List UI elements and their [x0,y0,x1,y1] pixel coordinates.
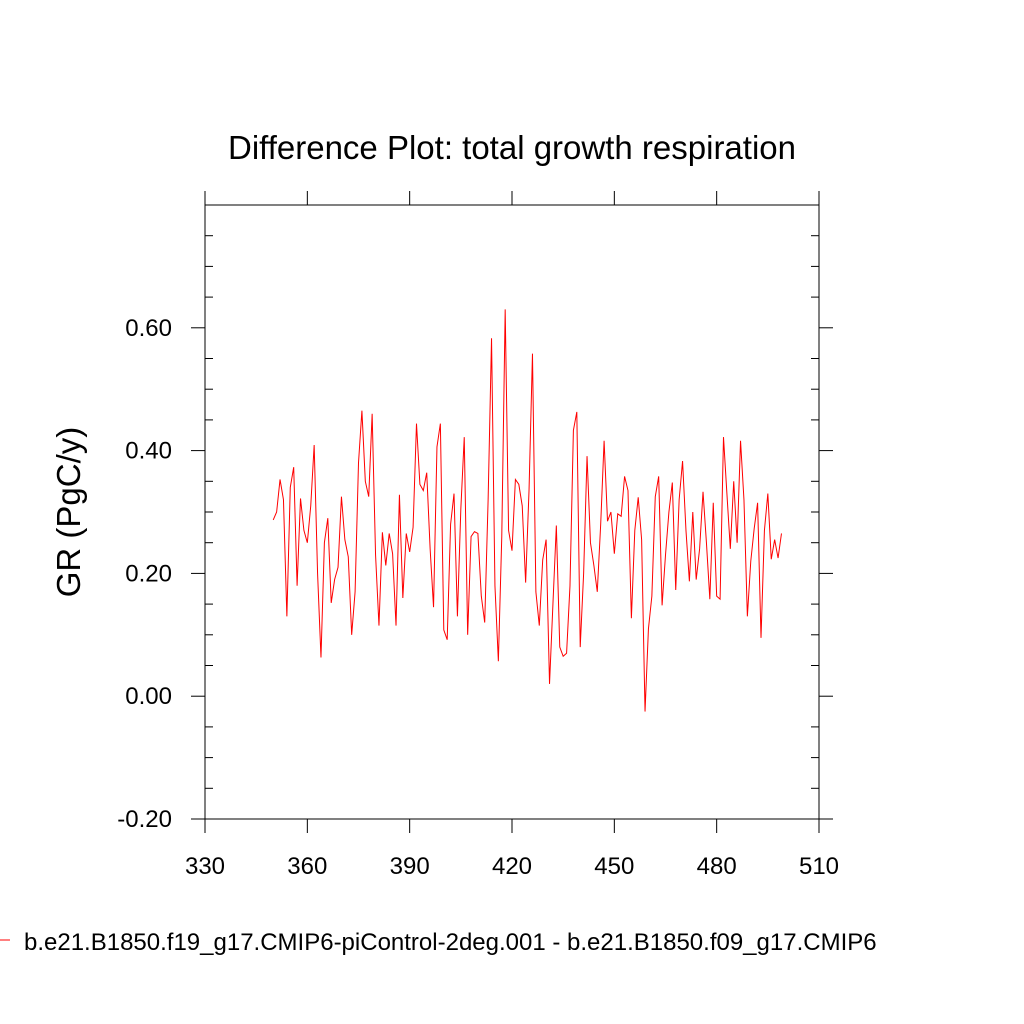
y-tick-label: 0.20 [125,560,172,587]
plot-frame [204,204,820,820]
y-axis-label: GR (PgC/y) [50,427,87,598]
x-tick-label: 510 [799,853,839,880]
x-tick-label: 450 [594,853,634,880]
y-tick-labels: -0.20 0.00 0.20 0.40 0.60 [117,315,172,833]
y-tick-label: -0.20 [117,806,172,833]
x-tick-label: 420 [492,853,532,880]
chart-title: Difference Plot: total growth respiratio… [228,129,796,166]
x-tick-label: 330 [185,853,225,880]
x-tick-label: 360 [287,853,327,880]
x-tick-label: 480 [697,853,737,880]
legend-label: b.e21.B1850.f19_g17.CMIP6-piControl-2deg… [24,929,877,956]
y-tick-label: 0.60 [125,315,172,342]
y-tick-label: 0.40 [125,438,172,465]
series-line [272,309,782,712]
y-tick-label: 0.00 [125,683,172,710]
axis-ticks [191,191,833,833]
x-tick-labels: 330 360 390 420 450 480 510 [185,853,839,880]
legend: b.e21.B1850.f19_g17.CMIP6-piControl-2deg… [0,929,877,956]
x-tick-label: 390 [390,853,430,880]
